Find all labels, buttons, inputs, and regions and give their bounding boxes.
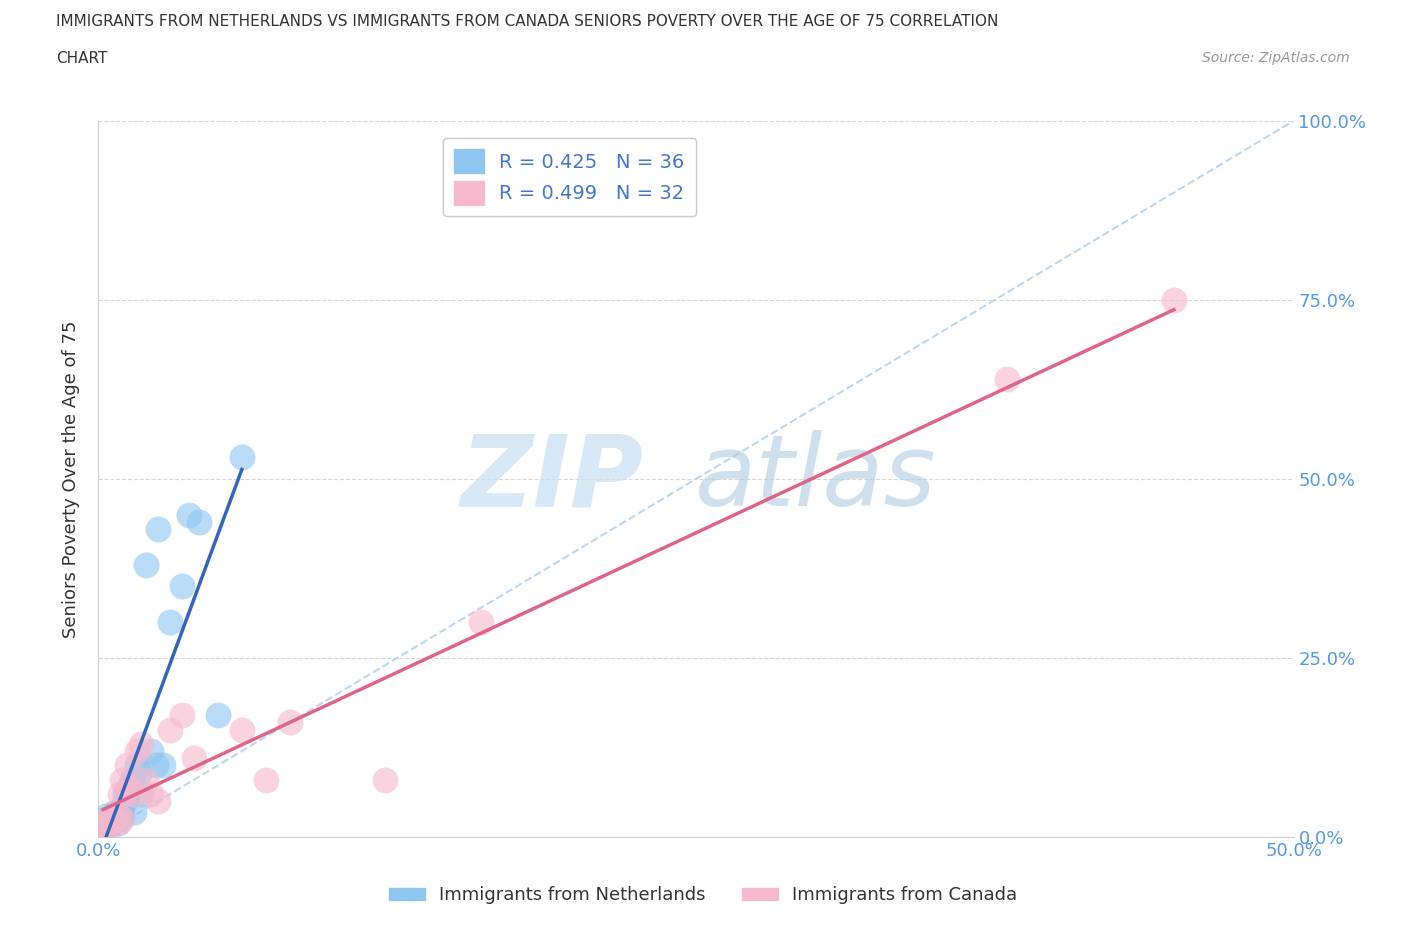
Point [139, 744, 162, 759]
Point [94, 812, 117, 827]
Point [278, 715, 301, 730]
Point [148, 794, 170, 809]
Text: IMMIGRANTS FROM NETHERLANDS VS IMMIGRANTS FROM CANADA SENIORS POVERTY OVER THE A: IMMIGRANTS FROM NETHERLANDS VS IMMIGRANT… [56, 14, 998, 29]
Text: ZIP: ZIP [461, 431, 644, 527]
Point [124, 804, 146, 819]
Point [172, 708, 194, 723]
Point [121, 772, 143, 787]
Legend: Immigrants from Netherlands, Immigrants from Canada: Immigrants from Netherlands, Immigrants … [381, 879, 1025, 911]
Point [131, 737, 153, 751]
Point [470, 615, 492, 630]
Point [114, 794, 136, 809]
Point [104, 812, 127, 827]
Point [995, 371, 1018, 386]
Point [135, 557, 157, 572]
Point [107, 816, 129, 830]
Legend: R = 0.425   N = 36, R = 0.499   N = 32: R = 0.425 N = 36, R = 0.499 N = 32 [443, 138, 696, 217]
Point [159, 722, 181, 737]
Point [114, 787, 136, 802]
Point [115, 758, 138, 773]
Point [114, 787, 136, 802]
Point [207, 708, 229, 723]
Point [111, 772, 134, 787]
Point [139, 787, 162, 802]
Point [111, 808, 134, 823]
Point [179, 508, 201, 523]
Point [107, 816, 129, 830]
Point [97, 812, 120, 827]
Point [107, 808, 129, 823]
Point [172, 578, 194, 594]
Point [101, 808, 124, 823]
Point [125, 744, 148, 759]
Text: Source: ZipAtlas.com: Source: ZipAtlas.com [1202, 51, 1350, 65]
Point [125, 758, 148, 773]
Point [135, 772, 157, 787]
Point [183, 751, 205, 765]
Point [111, 801, 134, 816]
Point [107, 808, 129, 823]
Point [231, 450, 253, 465]
Point [108, 812, 131, 827]
Point [108, 787, 131, 802]
Point [159, 615, 181, 630]
Point [1163, 293, 1185, 308]
Text: atlas: atlas [695, 431, 936, 527]
Point [254, 772, 277, 787]
Point [128, 765, 150, 780]
Text: CHART: CHART [56, 51, 108, 66]
Point [97, 818, 120, 833]
Point [152, 758, 174, 773]
Point [118, 779, 141, 794]
Point [98, 812, 122, 827]
Point [111, 812, 134, 827]
Point [148, 522, 170, 537]
Point [91, 818, 114, 833]
Point [115, 787, 138, 802]
Point [94, 808, 117, 823]
Point [104, 812, 127, 827]
Point [101, 808, 124, 823]
Point [124, 787, 146, 802]
Point [118, 779, 141, 794]
Point [231, 722, 253, 737]
Point [104, 804, 127, 819]
Point [98, 812, 122, 827]
Point [98, 816, 122, 830]
Point [131, 787, 153, 802]
Y-axis label: Seniors Poverty Over the Age of 75: Seniors Poverty Over the Age of 75 [62, 320, 80, 638]
Point [374, 772, 396, 787]
Point [187, 514, 209, 529]
Point [91, 816, 114, 830]
Point [97, 818, 120, 833]
Point [108, 804, 131, 819]
Point [145, 758, 167, 773]
Point [101, 816, 124, 830]
Point [94, 816, 117, 830]
Point [98, 816, 122, 830]
